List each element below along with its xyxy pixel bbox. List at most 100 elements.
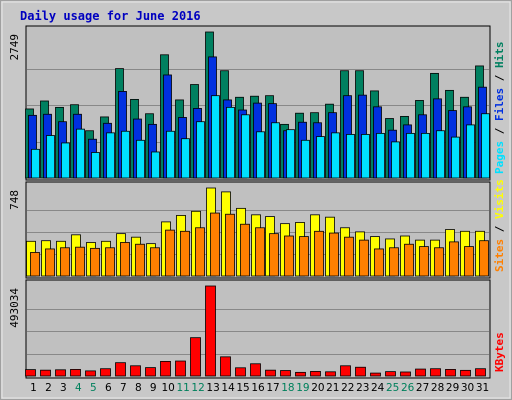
x-axis-labels: 1 2 3 4 5 6 7 8 9 10 11 12 13 14 15 16 17 18 19 20 21 22 23 24 2… bbox=[30, 382, 489, 394]
bar-sites-day-20 bbox=[314, 230, 324, 277]
bar-kbytes-day-26 bbox=[400, 371, 411, 377]
legend-entry: / bbox=[493, 121, 506, 141]
bar-pages-day-31 bbox=[481, 113, 490, 179]
x-tick-label-22: 22 bbox=[341, 382, 354, 394]
legend-entry: Files bbox=[493, 88, 506, 121]
bar-kbytes-day-9 bbox=[145, 367, 156, 377]
y-max-label: 493034 bbox=[8, 288, 21, 328]
bar-kbytes-day-11 bbox=[175, 360, 186, 377]
bar-sites-day-27 bbox=[419, 246, 429, 277]
bar-sites-day-23 bbox=[359, 239, 369, 277]
x-tick-label-25: 25 bbox=[386, 382, 399, 394]
bar-sites-day-15 bbox=[240, 223, 250, 277]
bar-sites-day-19 bbox=[299, 236, 309, 277]
bar-sites-day-3 bbox=[60, 247, 70, 277]
x-tick-label-23: 23 bbox=[356, 382, 369, 394]
bar-sites-day-21 bbox=[329, 232, 339, 277]
x-tick-label-9: 9 bbox=[150, 382, 157, 394]
x-tick-label-7: 7 bbox=[120, 382, 127, 394]
x-tick-label-8: 8 bbox=[135, 382, 142, 394]
bar-kbytes-day-29 bbox=[445, 369, 456, 377]
bar-kbytes-day-22 bbox=[340, 365, 351, 377]
bar-kbytes-day-19 bbox=[295, 371, 306, 377]
bar-sites-day-28 bbox=[434, 247, 444, 277]
x-tick-label-29: 29 bbox=[446, 382, 459, 394]
bar-kbytes-day-18 bbox=[280, 370, 291, 377]
bar-sites-day-30 bbox=[464, 246, 474, 277]
bar-sites-day-4 bbox=[75, 246, 85, 277]
panel-background bbox=[25, 279, 491, 379]
x-tick-label-4: 4 bbox=[75, 382, 82, 394]
bar-pages-day-19 bbox=[301, 139, 310, 179]
x-tick-label-10: 10 bbox=[162, 382, 175, 394]
x-tick-label-19: 19 bbox=[296, 382, 309, 394]
y-max-label: 748 bbox=[8, 190, 21, 210]
legend-entry: / bbox=[493, 219, 506, 239]
bar-sites-day-25 bbox=[389, 247, 399, 277]
bar-sites-day-11 bbox=[180, 230, 190, 277]
bar-kbytes-day-28 bbox=[430, 368, 441, 377]
legend-entry: Pages bbox=[493, 141, 506, 174]
bar-pages-day-10 bbox=[166, 130, 175, 179]
bar-kbytes-day-14 bbox=[220, 356, 231, 377]
bar-kbytes-day-6 bbox=[100, 368, 111, 377]
bar-pages-day-8 bbox=[136, 139, 145, 179]
bar-pages-day-4 bbox=[76, 128, 85, 179]
bar-pages-day-9 bbox=[151, 151, 160, 179]
bar-sites-day-7 bbox=[120, 242, 130, 277]
panel-hits-files-pages: 2749 Pages / Files / Hits bbox=[8, 25, 506, 181]
bar-pages-day-5 bbox=[91, 152, 100, 179]
x-tick-label-5: 5 bbox=[90, 382, 97, 394]
bar-pages-day-3 bbox=[61, 142, 70, 179]
bar-kbytes-day-8 bbox=[130, 365, 141, 377]
x-tick-label-3: 3 bbox=[60, 382, 67, 394]
bar-kbytes-day-1 bbox=[25, 369, 36, 377]
x-tick-label-26: 26 bbox=[401, 382, 415, 394]
bar-pages-day-28 bbox=[436, 130, 445, 179]
bar-pages-day-23 bbox=[361, 134, 370, 179]
series-legend: Sites / Visits bbox=[493, 179, 506, 272]
x-tick-label-16: 16 bbox=[251, 382, 265, 394]
bar-kbytes-day-16 bbox=[250, 363, 261, 377]
bar-sites-day-14 bbox=[225, 213, 235, 277]
bar-sites-day-13 bbox=[210, 212, 220, 277]
bar-kbytes-day-20 bbox=[310, 371, 321, 377]
bar-kbytes-day-15 bbox=[235, 367, 246, 377]
series-legend: Pages / Files / Hits bbox=[493, 42, 506, 175]
x-tick-label-1: 1 bbox=[30, 382, 37, 394]
x-tick-label-15: 15 bbox=[236, 382, 249, 394]
x-tick-label-12: 12 bbox=[191, 382, 204, 394]
chart-panels: 2749 Pages / Files / Hits 748 Sites / Visit… bbox=[8, 25, 506, 379]
x-tick-label-27: 27 bbox=[416, 382, 429, 394]
bar-pages-day-6 bbox=[106, 132, 115, 179]
bar-pages-day-21 bbox=[331, 132, 340, 179]
bar-pages-day-13 bbox=[211, 95, 220, 179]
x-tick-label-2: 2 bbox=[45, 382, 52, 394]
bar-pages-day-7 bbox=[121, 130, 130, 179]
bar-sites-day-24 bbox=[374, 248, 384, 277]
bar-kbytes-day-31 bbox=[475, 368, 486, 377]
bar-kbytes-day-21 bbox=[325, 371, 336, 377]
bar-sites-day-5 bbox=[90, 247, 100, 277]
x-tick-label-20: 20 bbox=[311, 382, 324, 394]
x-tick-label-31: 31 bbox=[476, 382, 489, 394]
bar-kbytes-day-10 bbox=[160, 360, 171, 377]
bar-sites-day-16 bbox=[255, 227, 265, 277]
panel-visits-sites: 748 Sites / Visits bbox=[8, 179, 506, 279]
bar-kbytes-day-3 bbox=[55, 369, 66, 377]
bar-pages-day-15 bbox=[241, 114, 250, 179]
x-tick-label-28: 28 bbox=[431, 382, 444, 394]
bar-sites-day-8 bbox=[135, 243, 145, 277]
bar-kbytes-day-7 bbox=[115, 362, 126, 377]
bar-pages-day-30 bbox=[466, 124, 475, 179]
bar-kbytes-day-2 bbox=[40, 369, 51, 377]
bar-kbytes-day-4 bbox=[70, 369, 81, 377]
bar-pages-day-18 bbox=[286, 129, 295, 179]
bar-pages-day-29 bbox=[451, 136, 460, 179]
legend-entry: KBytes bbox=[493, 332, 506, 372]
series-legend: KBytes bbox=[493, 332, 506, 372]
bar-sites-day-12 bbox=[195, 227, 205, 277]
bar-sites-day-18 bbox=[284, 235, 294, 277]
